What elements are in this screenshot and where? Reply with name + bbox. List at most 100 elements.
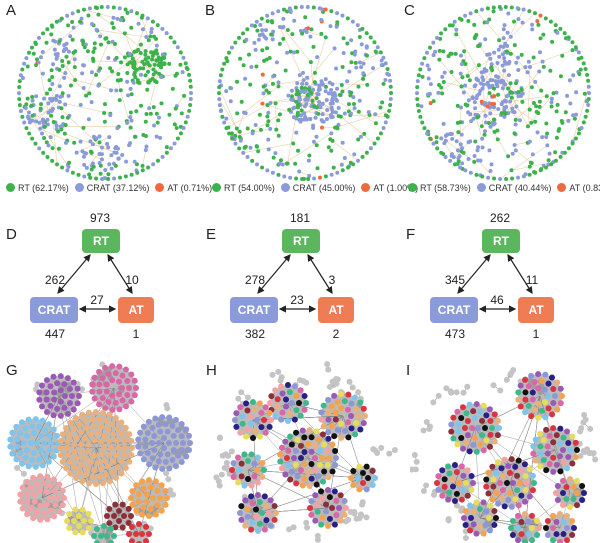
node [586, 84, 591, 89]
node [480, 136, 485, 141]
node [455, 421, 462, 428]
node [124, 391, 131, 398]
node [550, 454, 557, 461]
node [81, 518, 87, 524]
node [439, 136, 444, 141]
node [308, 461, 315, 468]
node [71, 464, 78, 471]
node [153, 70, 158, 75]
node [325, 396, 332, 403]
node [105, 370, 112, 377]
node [508, 81, 513, 86]
node [477, 524, 484, 530]
node [217, 91, 222, 96]
node [146, 38, 151, 43]
node [293, 161, 298, 166]
node [321, 441, 328, 448]
edge [75, 79, 117, 91]
node [331, 521, 338, 528]
node [291, 455, 297, 462]
node [215, 478, 222, 485]
node [96, 416, 103, 423]
node [59, 502, 66, 509]
edge [308, 37, 327, 95]
node [306, 427, 313, 434]
node [160, 26, 165, 31]
node [228, 448, 235, 455]
node [415, 97, 420, 102]
node [522, 486, 529, 493]
node [283, 68, 288, 73]
node [296, 400, 302, 406]
node [480, 145, 485, 150]
node [544, 121, 549, 126]
node [371, 66, 376, 71]
node [318, 409, 325, 416]
node [296, 102, 301, 107]
arrow-rt-crat [457, 254, 491, 294]
panel-label: C [404, 2, 415, 19]
node [497, 480, 503, 487]
node [320, 478, 327, 485]
node [93, 481, 100, 487]
node [67, 160, 72, 165]
node [534, 104, 539, 109]
node [333, 497, 340, 504]
node [336, 505, 342, 511]
node [266, 410, 273, 417]
edge [438, 64, 480, 94]
node [254, 454, 261, 461]
node [464, 492, 471, 499]
node [103, 168, 108, 173]
node [311, 125, 316, 130]
node [504, 49, 509, 54]
node [524, 480, 530, 486]
node [466, 110, 471, 115]
node [491, 86, 496, 91]
node [269, 19, 274, 24]
panel-label: G [6, 362, 18, 379]
node [357, 98, 362, 103]
node [93, 5, 98, 10]
node [295, 113, 300, 118]
node [527, 107, 532, 112]
node [448, 158, 453, 163]
node [278, 444, 285, 451]
node [545, 380, 552, 387]
node [73, 455, 80, 462]
node [525, 518, 532, 525]
node [573, 136, 578, 141]
node [178, 458, 185, 465]
node [474, 172, 479, 177]
node [459, 132, 464, 137]
node [450, 414, 457, 421]
node [311, 44, 316, 49]
node [178, 62, 183, 67]
node [335, 86, 340, 91]
node [145, 16, 150, 21]
node [63, 425, 70, 432]
network-c [415, 5, 591, 181]
node [126, 385, 132, 391]
node [281, 24, 286, 29]
node [585, 108, 590, 113]
node [111, 25, 116, 30]
node [508, 34, 513, 39]
node [113, 452, 120, 459]
node [573, 477, 580, 484]
node [276, 118, 281, 123]
node [42, 135, 47, 140]
node [571, 113, 576, 118]
node [463, 480, 469, 486]
node [416, 73, 421, 78]
node [350, 482, 357, 489]
node [119, 501, 126, 508]
node [54, 56, 59, 61]
node [64, 41, 69, 46]
legend-text: CRAT (45.00%) [292, 183, 356, 193]
node [514, 487, 521, 494]
node [509, 168, 514, 173]
node [85, 409, 92, 416]
node [458, 120, 463, 125]
node [54, 495, 60, 501]
